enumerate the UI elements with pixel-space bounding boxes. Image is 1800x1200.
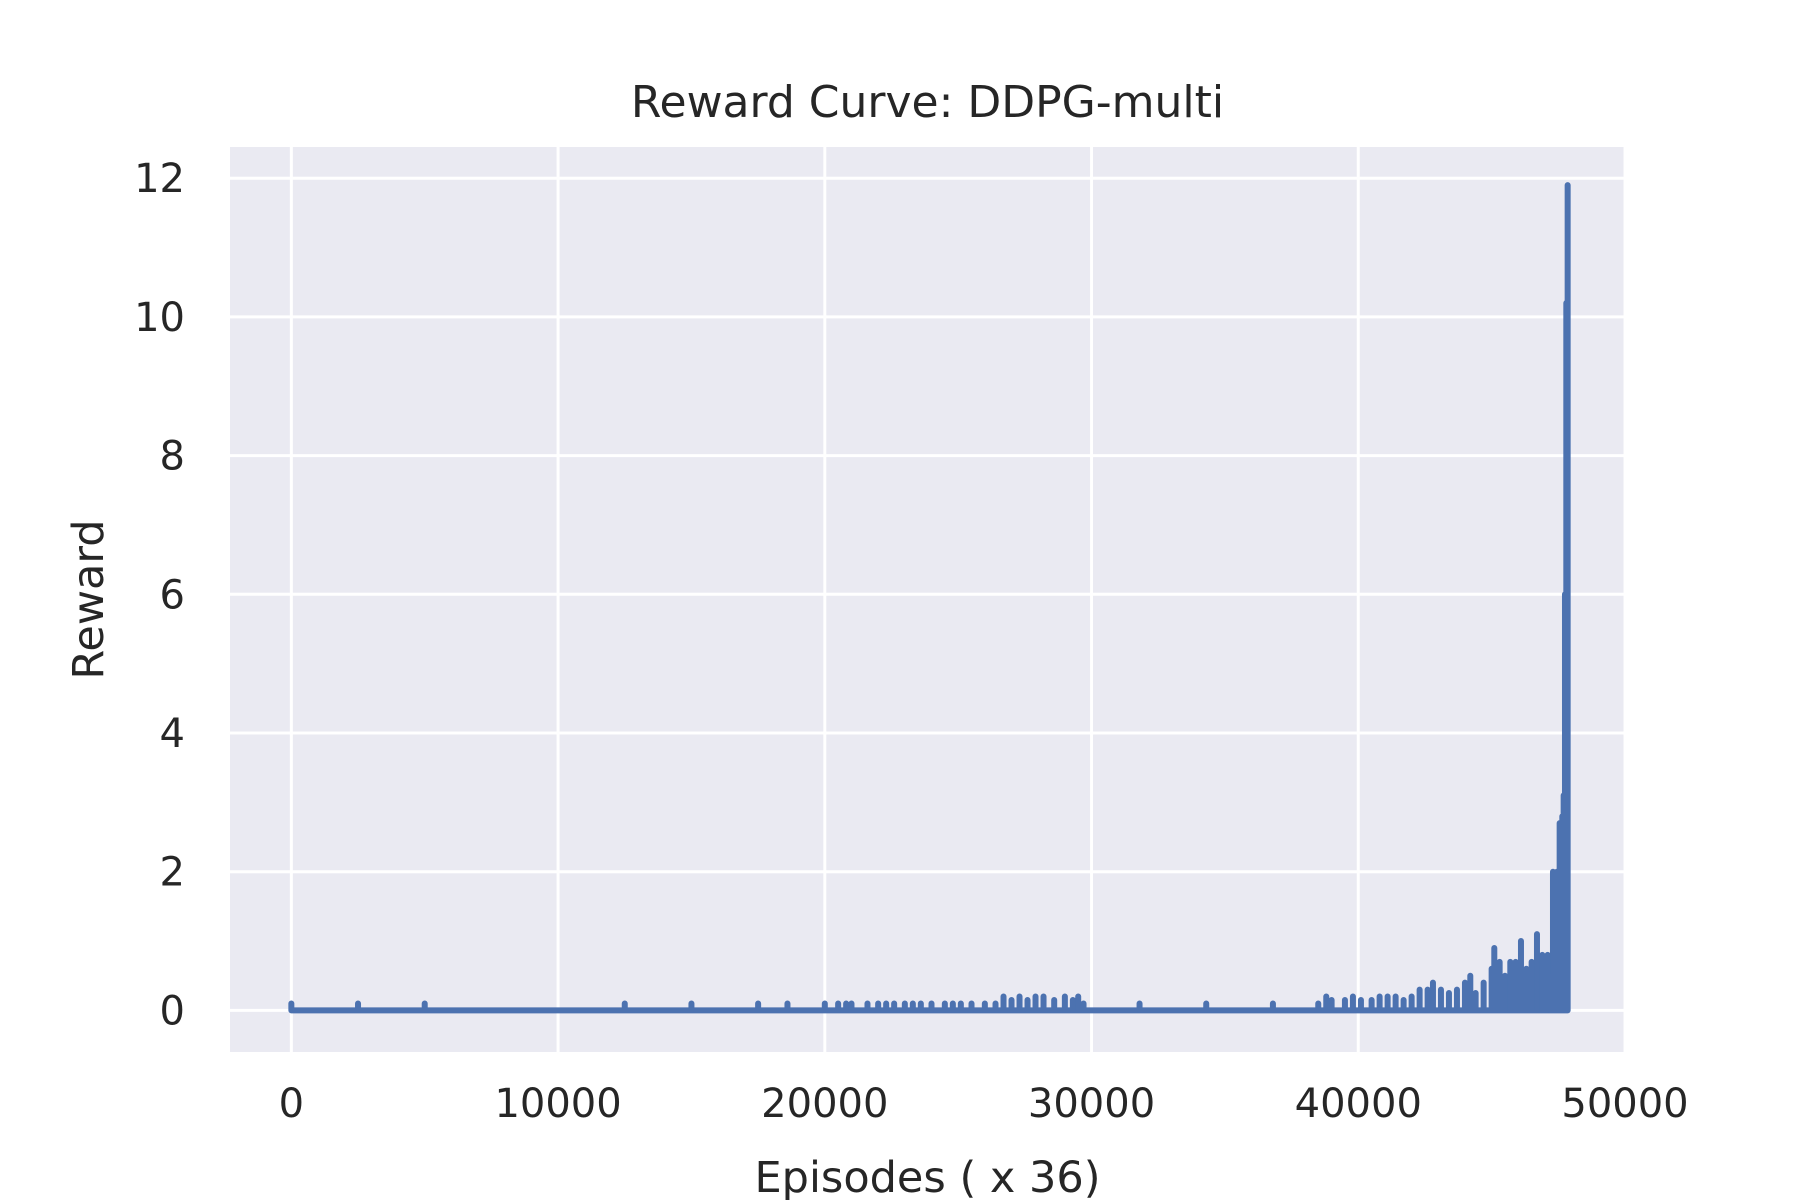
- x-tick-label: 0: [279, 1081, 304, 1127]
- plot-background: [230, 147, 1625, 1052]
- x-tick-label: 10000: [494, 1081, 621, 1127]
- series-layer: [288, 182, 1571, 1014]
- tick-labels: 0 10000 20000 30000 40000 50000 0 2 4 6 8 10 12: [134, 156, 1689, 1127]
- y-tick-label: 4: [160, 711, 185, 757]
- y-tick-label: 6: [160, 572, 185, 618]
- y-tick-label: 0: [160, 988, 185, 1034]
- y-axis-label: Reward: [64, 519, 114, 679]
- x-tick-label: 20000: [761, 1081, 888, 1127]
- x-tick-label: 40000: [1295, 1081, 1422, 1127]
- x-tick-label: 30000: [1028, 1081, 1155, 1127]
- y-tick-label: 8: [160, 434, 185, 480]
- y-tick-label: 12: [134, 156, 185, 202]
- x-tick-label: 50000: [1561, 1081, 1688, 1127]
- grid: [230, 147, 1627, 1052]
- chart-title: Reward Curve: DDPG-multi: [631, 77, 1224, 128]
- x-axis-label: Episodes ( x 36): [755, 1153, 1101, 1200]
- y-tick-label: 2: [160, 850, 185, 896]
- y-tick-label: 10: [134, 295, 185, 341]
